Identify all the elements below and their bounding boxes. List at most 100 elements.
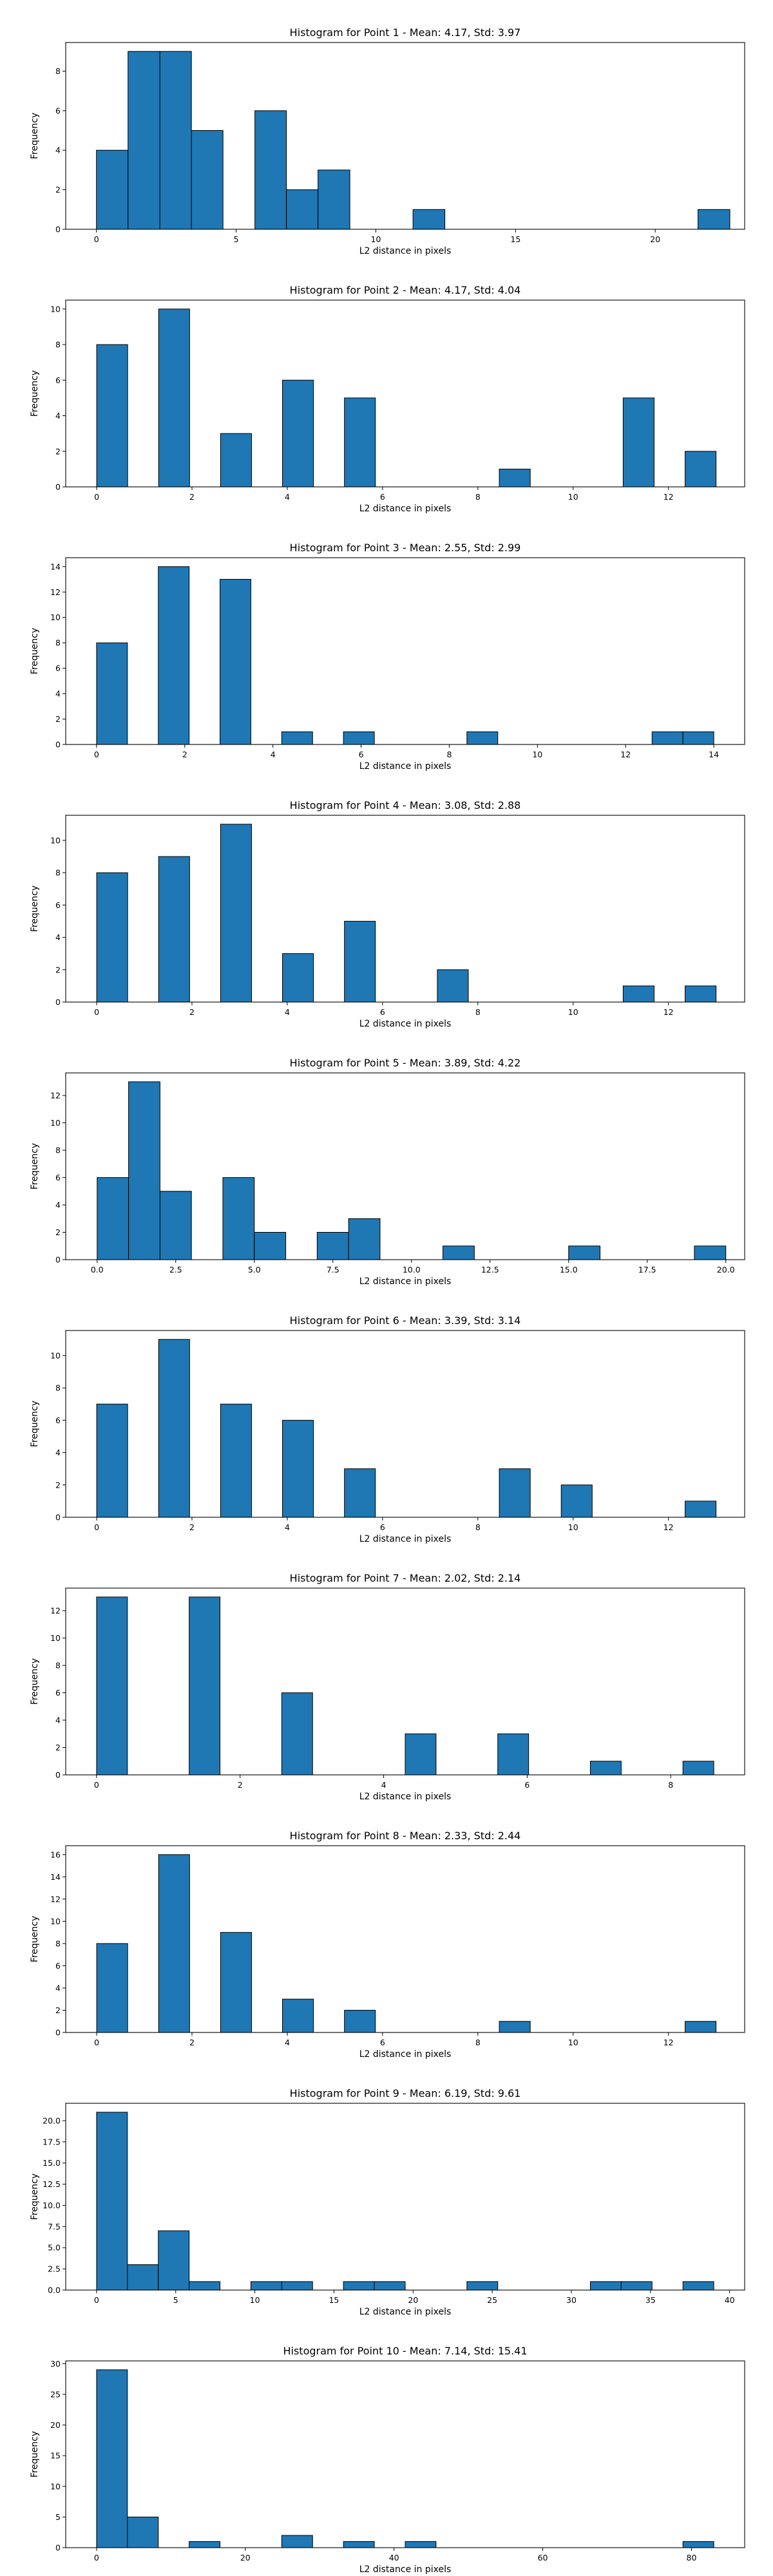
histogram-bar — [466, 731, 499, 745]
histogram-bar — [220, 433, 252, 488]
y-tick-label: 15.0 — [43, 2158, 61, 2168]
histogram-bar — [281, 2281, 313, 2291]
histogram-bar — [568, 1245, 601, 1260]
x-axis-label: L2 distance in pixels — [359, 2564, 452, 2575]
x-tick-label: 12 — [663, 492, 674, 502]
y-tick-label: 8 — [55, 638, 61, 648]
x-axis-label: L2 distance in pixels — [359, 1276, 452, 1287]
plot-frame — [65, 42, 745, 230]
y-axis-label: Frequency — [30, 1658, 40, 1705]
histogram-bar — [698, 209, 730, 230]
histogram-bar — [682, 2281, 714, 2291]
histogram-bar — [682, 731, 714, 745]
x-tick-label: 2 — [238, 1780, 243, 1790]
histogram-bar — [189, 2541, 221, 2548]
x-tick-label: 20 — [240, 2553, 251, 2562]
y-tick-label: 12 — [50, 587, 61, 597]
histogram-bar — [220, 824, 252, 1003]
y-tick-label: 0 — [55, 225, 61, 234]
histogram-bar — [158, 2230, 190, 2291]
histogram-bar — [282, 1419, 314, 1518]
histogram-bar — [682, 2541, 714, 2548]
chart-panel: 0 5 10 15 20 0 2 4 6 8 Histogram for Point 1 - Mea… — [30, 26, 745, 256]
x-tick-label: 15 — [510, 234, 520, 244]
chart-title: Histogram for Point 10 - Mean: 7.14, Std… — [283, 2345, 527, 2357]
histogram-bar — [560, 1484, 593, 1518]
x-tick-label: 4 — [381, 1780, 386, 1790]
y-tick-label: 4 — [55, 689, 61, 699]
histogram-bar — [348, 1218, 381, 1260]
x-axis-label: L2 distance in pixels — [359, 504, 452, 514]
y-tick-label: 7.5 — [48, 2222, 61, 2231]
x-tick-label: 5 — [234, 234, 239, 244]
plot-frame — [65, 1072, 745, 1260]
chart-panel: 0 2 4 6 8 10 12 0 2 4 6 8 10 Histogram for Point 6 - … — [30, 1314, 745, 1544]
histogram-bar — [344, 920, 376, 1003]
y-tick-label: 6 — [55, 375, 61, 385]
y-tick-label: 10 — [50, 1917, 61, 1926]
x-tick-label: 2 — [189, 1522, 195, 1532]
histogram-bar — [318, 169, 350, 230]
histogram-bar — [96, 642, 128, 745]
y-tick-label: 8 — [55, 66, 61, 76]
y-tick-label: 0 — [55, 1513, 61, 1522]
x-tick-label: 5 — [173, 2295, 178, 2305]
histogram-bar — [96, 1596, 128, 1776]
x-tick-label: 10 — [568, 1522, 578, 1532]
chart-title: Histogram for Point 5 - Mean: 3.89, Std:… — [290, 1057, 521, 1069]
y-axis-label: Frequency — [30, 1143, 40, 1189]
chart-title: Histogram for Point 3 - Mean: 2.55, Std:… — [290, 542, 521, 554]
y-tick-label: 0 — [55, 2028, 61, 2038]
x-tick-label: 10 — [532, 750, 542, 759]
y-tick-label: 2 — [55, 185, 61, 194]
histogram-bar — [343, 731, 375, 745]
x-tick-label: 15.0 — [560, 1265, 578, 1274]
plot-frame — [65, 1845, 745, 2033]
plot-frame — [65, 815, 745, 1003]
y-tick-label: 12.5 — [43, 2179, 61, 2189]
y-tick-label: 6 — [55, 106, 61, 115]
histogram-bar — [344, 397, 376, 488]
histogram-bar — [220, 1932, 252, 2033]
x-tick-label: 10.0 — [403, 1265, 421, 1274]
histogram-bar — [96, 1943, 128, 2033]
y-axis-label: Frequency — [30, 113, 40, 159]
y-tick-label: 10.0 — [43, 2201, 61, 2210]
histogram-bar — [282, 953, 314, 1003]
histogram-bar — [282, 1998, 314, 2033]
x-tick-label: 20 — [408, 2295, 418, 2305]
y-tick-label: 2 — [55, 446, 61, 456]
histogram-bar — [589, 2281, 622, 2291]
y-tick-label: 2 — [55, 1743, 61, 1752]
y-tick-label: 15 — [50, 2451, 61, 2461]
y-axis-label: Frequency — [30, 1401, 40, 1447]
histogram-bar — [281, 731, 313, 745]
y-tick-label: 20.0 — [43, 2116, 61, 2125]
x-tick-label: 4 — [271, 750, 276, 759]
x-tick-label: 4 — [285, 1007, 290, 1017]
chart-panel: 0.0 2.5 5.0 7.5 10.0 12.5 15.0 17.5 20.0 0 2 4 6 8 10 1… — [30, 1057, 745, 1287]
y-tick-label: 0 — [55, 482, 61, 492]
x-tick-label: 0 — [94, 2295, 99, 2305]
histogram-bar — [374, 2281, 406, 2291]
y-tick-label: 0 — [55, 740, 61, 750]
histogram-bar — [96, 872, 128, 1003]
y-tick-label: 2 — [55, 1227, 61, 1237]
y-axis-label: Frequency — [30, 628, 40, 674]
histogram-bar — [96, 344, 128, 488]
x-tick-label: 25 — [487, 2295, 497, 2305]
x-axis-label: L2 distance in pixels — [359, 2307, 452, 2317]
y-tick-label: 4 — [55, 1448, 61, 1457]
y-tick-label: 4 — [55, 411, 61, 421]
plot-frame — [65, 1330, 745, 1518]
histogram-bar — [127, 2264, 159, 2291]
y-tick-label: 4 — [55, 1716, 61, 1725]
chart-title: Histogram for Point 4 - Mean: 3.08, Std:… — [290, 799, 521, 811]
y-tick-label: 2 — [55, 714, 61, 724]
y-tick-label: 2 — [55, 965, 61, 974]
x-tick-label: 0 — [94, 2553, 99, 2562]
y-tick-label: 30 — [50, 2359, 61, 2369]
x-tick-label: 2 — [189, 1007, 195, 1017]
y-tick-label: 12 — [50, 1091, 61, 1101]
chart-title: Histogram for Point 6 - Mean: 3.39, Std:… — [290, 1314, 521, 1327]
